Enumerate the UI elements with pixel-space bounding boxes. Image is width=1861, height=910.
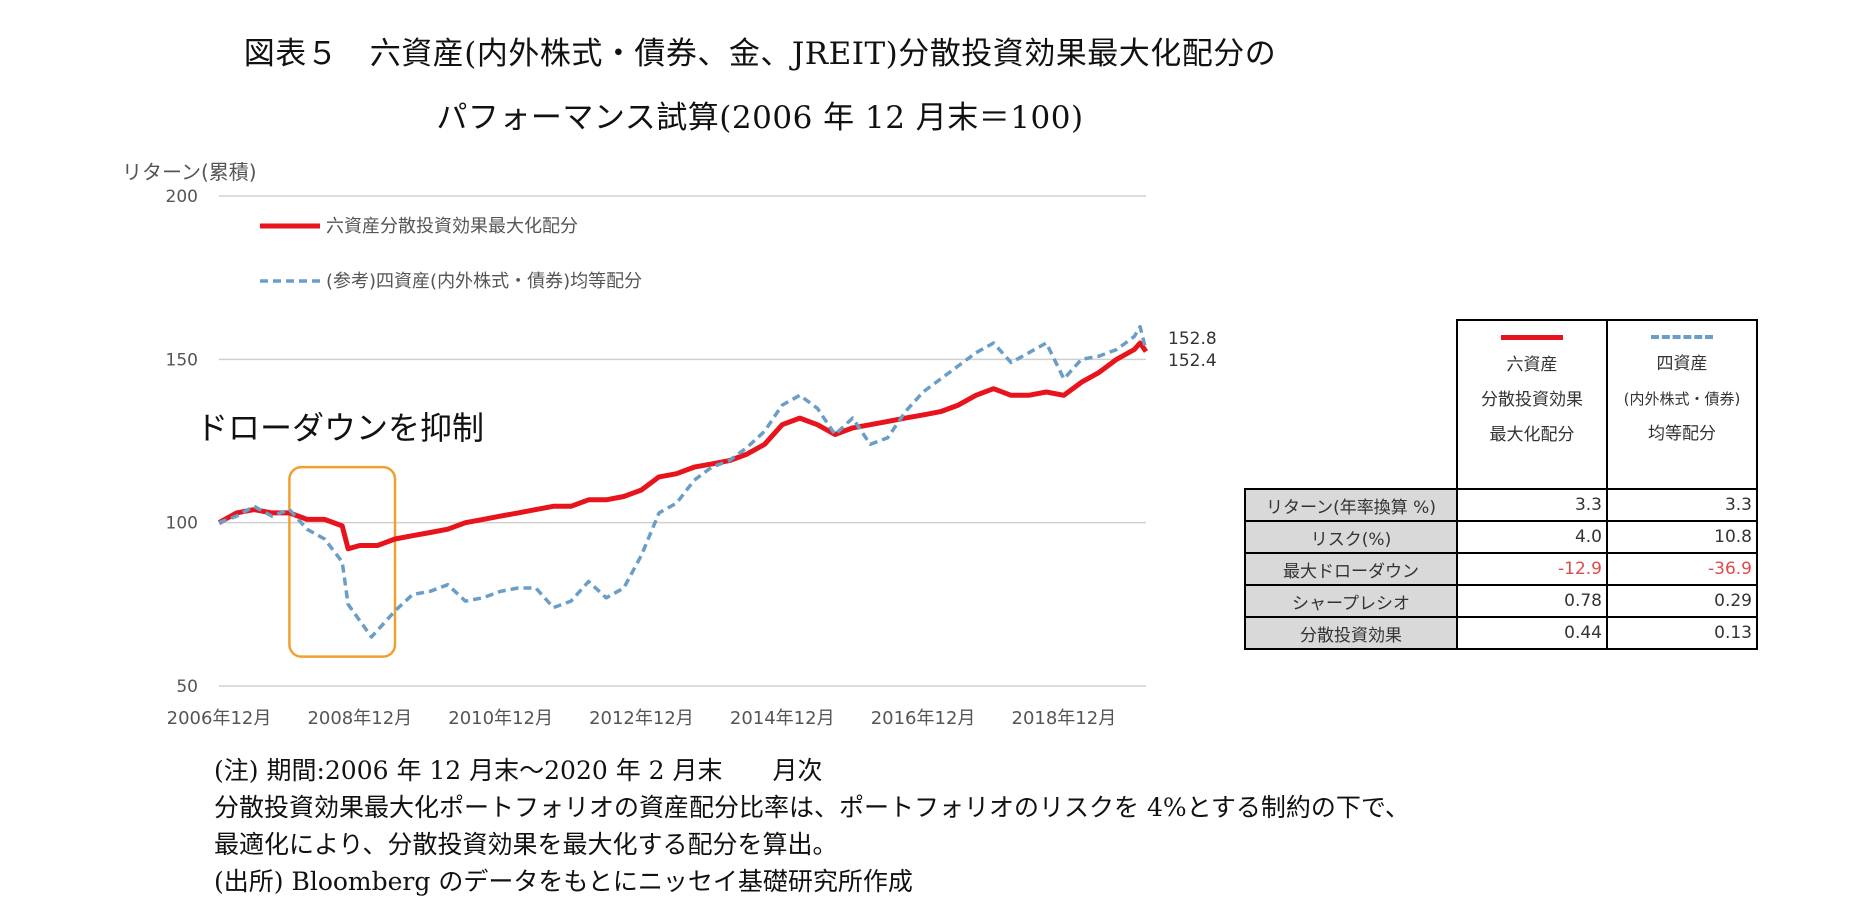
- y-axis-label: リターン(累積): [122, 160, 257, 184]
- stats-row-diversification: 分散投資効果 0.44 0.13: [1244, 616, 1758, 650]
- chart-legend: 六資産分散投資効果最大化配分 (参考)四資産(内外株式・債券)均等配分: [260, 216, 642, 292]
- stats-col-header-six-asset: 六資産 分散投資効果 最大化配分: [1456, 319, 1608, 490]
- note-period: (注) 期間:2006 年 12 月末～2020 年 2 月末 月次: [214, 756, 823, 785]
- y-tick-label: 200: [166, 187, 198, 207]
- line-chart: 50 100 150 200 2006年12月 2008年12月 2010年12月 2012…: [122, 160, 1217, 729]
- x-tick-label: 2014年12月: [730, 708, 835, 729]
- end-value-label-0: 152.4: [1168, 351, 1217, 371]
- stats-col-header-four-asset: 四資産 (内外株式・債券) 均等配分: [1606, 319, 1758, 490]
- x-tick-label: 2016年12月: [871, 708, 976, 729]
- stats-row-sharpe: シャープレシオ 0.78 0.29: [1244, 584, 1758, 618]
- stats-row-return: リターン(年率換算 %) 3.3 3.3: [1244, 488, 1758, 522]
- note-source: (出所) Bloomberg のデータをもとにニッセイ基礎研究所作成: [214, 867, 913, 896]
- footnotes: (注) 期間:2006 年 12 月末～2020 年 2 月末 月次 分散投資効…: [214, 752, 1410, 900]
- x-tick-label: 2012年12月: [589, 708, 694, 729]
- legend-label-0: 六資産分散投資効果最大化配分: [326, 216, 578, 237]
- note-method-2: 最適化により、分散投資効果を最大化する配分を算出。: [214, 830, 838, 859]
- x-tick-label: 2008年12月: [307, 708, 412, 729]
- y-axis-ticks: 50 100 150 200: [166, 187, 198, 697]
- series-lines: [217, 324, 1149, 639]
- y-tick-label: 150: [166, 350, 198, 370]
- chart-title-line1: 図表５ 六資産(内外株式・債券、金、JREIT)分散投資効果最大化配分の: [243, 36, 1277, 72]
- x-tick-label: 2018年12月: [1012, 708, 1117, 729]
- stats-row-max-drawdown: 最大ドローダウン -12.9 -36.9: [1244, 552, 1758, 586]
- y-tick-label: 100: [166, 514, 198, 534]
- y-tick-label: 50: [176, 677, 198, 697]
- stats-legend-dashed-blue: [1651, 335, 1713, 339]
- drawdown-highlight-box: [288, 465, 397, 658]
- x-tick-label: 2010年12月: [448, 708, 553, 729]
- x-axis-ticks: 2006年12月 2008年12月 2010年12月 2012年12月 2014年12月…: [167, 708, 1117, 729]
- stats-table: 六資産 分散投資効果 最大化配分 四資産 (内外株式・債券) 均等配分 リターン…: [1244, 319, 1758, 650]
- x-tick-label: 2006年12月: [167, 708, 272, 729]
- chart-title-line2: パフォーマンス試算(2006 年 12 月末＝100): [436, 100, 1084, 136]
- end-value-label-1: 152.8: [1168, 329, 1217, 349]
- series-line-0: [217, 340, 1149, 552]
- grid-lines: [219, 195, 1146, 687]
- series-line-1: [218, 324, 1148, 639]
- stats-row-risk: リスク(%) 4.0 10.8: [1244, 520, 1758, 554]
- drawdown-annotation: ドローダウンを抑制: [196, 409, 484, 447]
- legend-label-1: (参考)四資産(内外株式・債券)均等配分: [326, 271, 642, 292]
- stats-legend-solid-red: [1501, 335, 1563, 340]
- note-method-1: 分散投資効果最大化ポートフォリオの資産配分比率は、ポートフォリオのリスクを 4%…: [214, 793, 1410, 822]
